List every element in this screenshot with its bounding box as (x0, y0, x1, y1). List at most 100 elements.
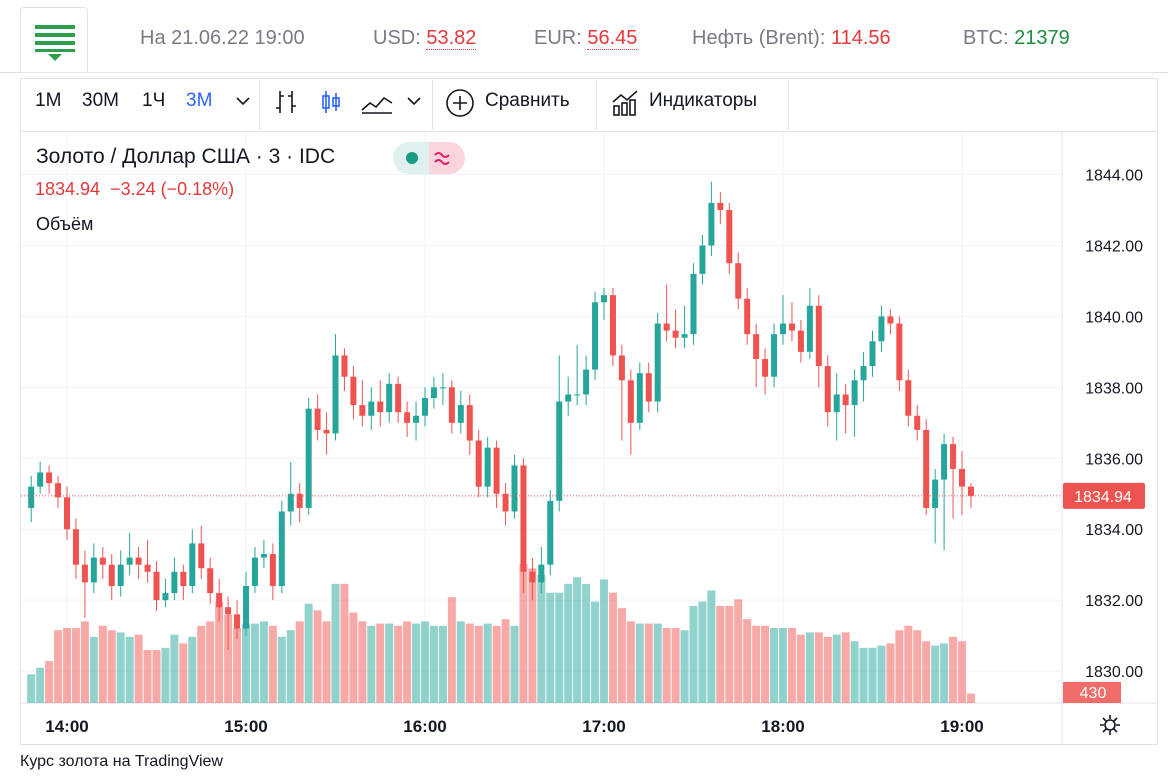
candle-body (735, 263, 742, 299)
candle-body (46, 472, 53, 484)
volume-bar (510, 625, 519, 703)
volume-bar (564, 583, 573, 703)
candle-body (771, 334, 778, 377)
candle-body (117, 564, 124, 586)
quote-label: USD: (373, 27, 421, 49)
x-tick-label: 19:00 (940, 717, 983, 736)
candle-body (55, 483, 62, 498)
chevron[interactable] (234, 94, 252, 108)
quote[interactable]: USD: 53.82 (373, 27, 477, 50)
candle-body (171, 571, 178, 594)
footer[interactable]: Курс золота на TradingView (20, 753, 223, 770)
candle-body (574, 394, 581, 396)
volume-bar (492, 625, 501, 703)
volume-bar (331, 583, 340, 703)
volume-bar (546, 592, 555, 703)
volume-bar (421, 621, 429, 703)
volume-bar (107, 630, 116, 703)
candle-body (914, 415, 921, 430)
toolbar-border (21, 131, 1158, 132)
candle-body (511, 465, 518, 512)
volume-bar (412, 623, 421, 703)
volume-bar (966, 693, 975, 703)
widget-frame (20, 78, 1158, 745)
volume-bar (734, 599, 743, 703)
indicators-icon[interactable] (610, 88, 640, 118)
compare-button[interactable]: Сравнить (485, 90, 570, 111)
interval[interactable]: 1Ч (142, 90, 166, 111)
volume-bar (483, 623, 492, 703)
candle-body (314, 408, 321, 430)
candle-body (717, 202, 724, 211)
volume-bar (36, 667, 45, 703)
candle-body (959, 468, 965, 487)
quote-value: 114.56 (830, 27, 891, 49)
volume-bar (931, 645, 940, 703)
y-tick-label: 1842.00 (1085, 238, 1143, 255)
volume-bar (206, 621, 215, 703)
volume-bar (224, 614, 233, 703)
candle-body (216, 593, 223, 608)
candle-body (484, 447, 491, 487)
volume-bar (859, 647, 868, 703)
interval[interactable]: 30M (82, 90, 119, 111)
volume-bar (358, 621, 367, 703)
x-tick-label: 18:00 (761, 717, 804, 736)
quote-value: 21379 (1014, 27, 1070, 49)
y-tick-label: 1830.00 (1085, 664, 1143, 681)
interval[interactable]: 3M (186, 90, 213, 111)
volume-bar (429, 625, 438, 703)
compare-icon[interactable] (445, 88, 475, 118)
volume-bar (832, 634, 841, 703)
volume-title: Объём (36, 214, 94, 234)
volume-bar (796, 634, 805, 703)
candle-body (672, 330, 679, 338)
volume-bar (63, 627, 71, 703)
candle-body (189, 543, 196, 586)
quote: BTC: 21379 (963, 27, 1070, 50)
candle-body (386, 383, 393, 413)
volume-bar (895, 630, 904, 703)
menu-button[interactable] (20, 7, 88, 72)
candle-body (842, 394, 849, 406)
volume-bar (170, 634, 179, 703)
volume-bar (340, 583, 349, 703)
candle-body (833, 394, 840, 413)
candle-body (520, 465, 527, 572)
separator (432, 80, 433, 130)
candle-body (207, 568, 214, 594)
y-tick-label: 1834.00 (1085, 522, 1143, 539)
interval[interactable]: 1M (35, 90, 62, 111)
candle-body (198, 543, 205, 569)
y-tick-label: 1838.00 (1085, 380, 1143, 397)
status-badge (393, 142, 465, 174)
candle-body (332, 355, 339, 434)
candle-body (645, 373, 652, 402)
candle-body (404, 412, 411, 423)
chart-type-icon[interactable] (360, 88, 430, 116)
quote-value: 56.45 (587, 27, 638, 50)
candle-body (538, 564, 545, 583)
candle-body (896, 323, 903, 381)
candle-body (422, 397, 428, 416)
candle-body (690, 273, 697, 335)
chart-style-icons[interactable] (272, 88, 352, 116)
price-line: 1834.94 −3.24 (−0.18%) (35, 179, 234, 200)
volume-bar (143, 650, 152, 703)
settings-icon[interactable] (1100, 715, 1120, 735)
volume-bar (188, 636, 197, 703)
candle-body (359, 405, 366, 416)
volume-bar (877, 645, 886, 703)
volume-bar (179, 643, 188, 703)
candle-body (967, 486, 974, 496)
volume-bar (394, 625, 403, 703)
volume-bar (45, 661, 54, 703)
volume-bar (600, 579, 608, 703)
indicators-button[interactable]: Индикаторы (649, 90, 758, 111)
volume-bar (80, 621, 89, 703)
quote[interactable]: EUR: 56.45 (534, 27, 638, 50)
volume-bar (573, 577, 582, 703)
settings-ring (1104, 719, 1116, 731)
candle-body (806, 305, 813, 352)
volume-bar (322, 621, 331, 703)
